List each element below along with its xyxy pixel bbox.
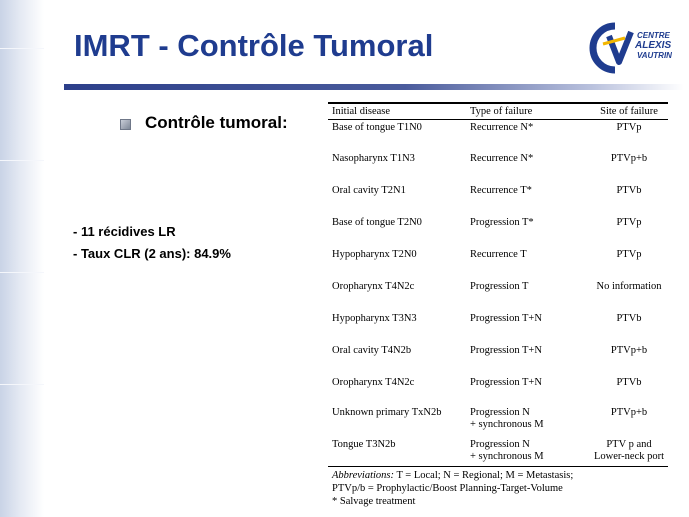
row10-failure-line1: Progression N	[470, 407, 530, 418]
row6-site: No information	[596, 281, 662, 292]
strip-segment	[0, 272, 44, 333]
row4-failure: Progression T*	[470, 217, 534, 228]
row2-site: PTVp+b	[610, 153, 648, 164]
row3-failure: Recurrence T*	[470, 185, 532, 196]
row9-disease: Oropharynx T4N2c	[332, 377, 415, 388]
header-initial-disease: Initial disease	[332, 106, 391, 117]
bullet-heading: Contrôle tumoral:	[145, 113, 288, 132]
footnote-line1: T = Local; N = Regional; M = Metastasis;	[394, 470, 574, 481]
row4-disease: Base of tongue T2N0	[332, 217, 422, 228]
row4-site: PTVp	[616, 217, 642, 228]
row11-disease: Tongue T3N2b	[332, 439, 396, 450]
bullet-square-icon	[120, 119, 131, 130]
stat-taux-clr: - Taux CLR (2 ans): 84.9%	[73, 246, 231, 261]
left-decorative-strip	[0, 0, 44, 517]
row8-failure: Progression T+N	[470, 345, 542, 356]
row11-site-line1: PTV p and	[606, 439, 652, 450]
strip-segment	[0, 48, 44, 109]
row7-failure: Progression T+N	[470, 313, 542, 324]
row10-site: PTVp+b	[610, 407, 648, 418]
logo-line-centre: CENTRE	[637, 31, 670, 40]
strip-segment	[0, 160, 44, 221]
row1-failure: Recurrence N*	[470, 122, 534, 133]
row11-failure-line2: + synchronous M	[470, 451, 544, 462]
table-top-rule	[328, 102, 668, 104]
row3-site: PTVb	[616, 185, 642, 196]
row11-site-line2: Lower-neck port	[593, 451, 665, 462]
strip-segment	[0, 384, 44, 445]
row7-site: PTVb	[616, 313, 642, 324]
row11-failure-line1: Progression N	[470, 439, 530, 450]
header-type-of-failure: Type of failure	[470, 106, 533, 117]
row1-disease: Base of tongue T1N0	[332, 122, 422, 133]
row2-failure: Recurrence N*	[470, 153, 534, 164]
title-underline	[64, 84, 684, 90]
logo-line-vautrin: VAUTRIN	[637, 51, 672, 60]
row7-disease: Hypopharynx T3N3	[332, 313, 417, 324]
row9-site: PTVb	[616, 377, 642, 388]
row3-disease: Oral cavity T2N1	[332, 185, 406, 196]
row2-disease: Nasopharynx T1N3	[332, 153, 415, 164]
footnote-abbreviations: Abbreviations: T = Local; N = Regional; …	[332, 470, 573, 482]
row5-site: PTVp	[616, 249, 642, 260]
header-rule	[328, 119, 668, 120]
failure-table: Initial disease Type of failure Site of …	[328, 102, 668, 512]
footnote-salvage: * Salvage treatment	[332, 496, 416, 507]
slide-title: IMRT - Contrôle Tumoral	[74, 28, 434, 63]
stat-recidives: - 11 récidives LR	[73, 224, 176, 239]
logo-line-alexis: ALEXIS	[635, 40, 672, 51]
footnote-ptv: PTVp/b = Prophylactic/Boost Planning-Tar…	[332, 483, 563, 494]
footnote-rule	[328, 466, 668, 467]
row9-failure: Progression T+N	[470, 377, 542, 388]
row10-failure-line2: + synchronous M	[470, 419, 544, 430]
row1-site: PTVp	[616, 122, 642, 133]
row6-failure: Progression T	[470, 281, 529, 292]
row5-failure: Recurrence T	[470, 249, 527, 260]
centre-alexis-vautrin-logo: CENTRE ALEXIS VAUTRIN	[585, 18, 681, 78]
row8-disease: Oral cavity T4N2b	[332, 345, 412, 356]
row8-site: PTVp+b	[610, 345, 648, 356]
footnote-label: Abbreviations:	[332, 470, 395, 481]
logo-mark-icon	[589, 22, 634, 74]
row6-disease: Oropharynx T4N2c	[332, 281, 415, 292]
row10-disease: Unknown primary TxN2b	[332, 407, 442, 418]
row5-disease: Hypopharynx T2N0	[332, 249, 417, 260]
header-site-of-failure: Site of failure	[600, 106, 658, 117]
